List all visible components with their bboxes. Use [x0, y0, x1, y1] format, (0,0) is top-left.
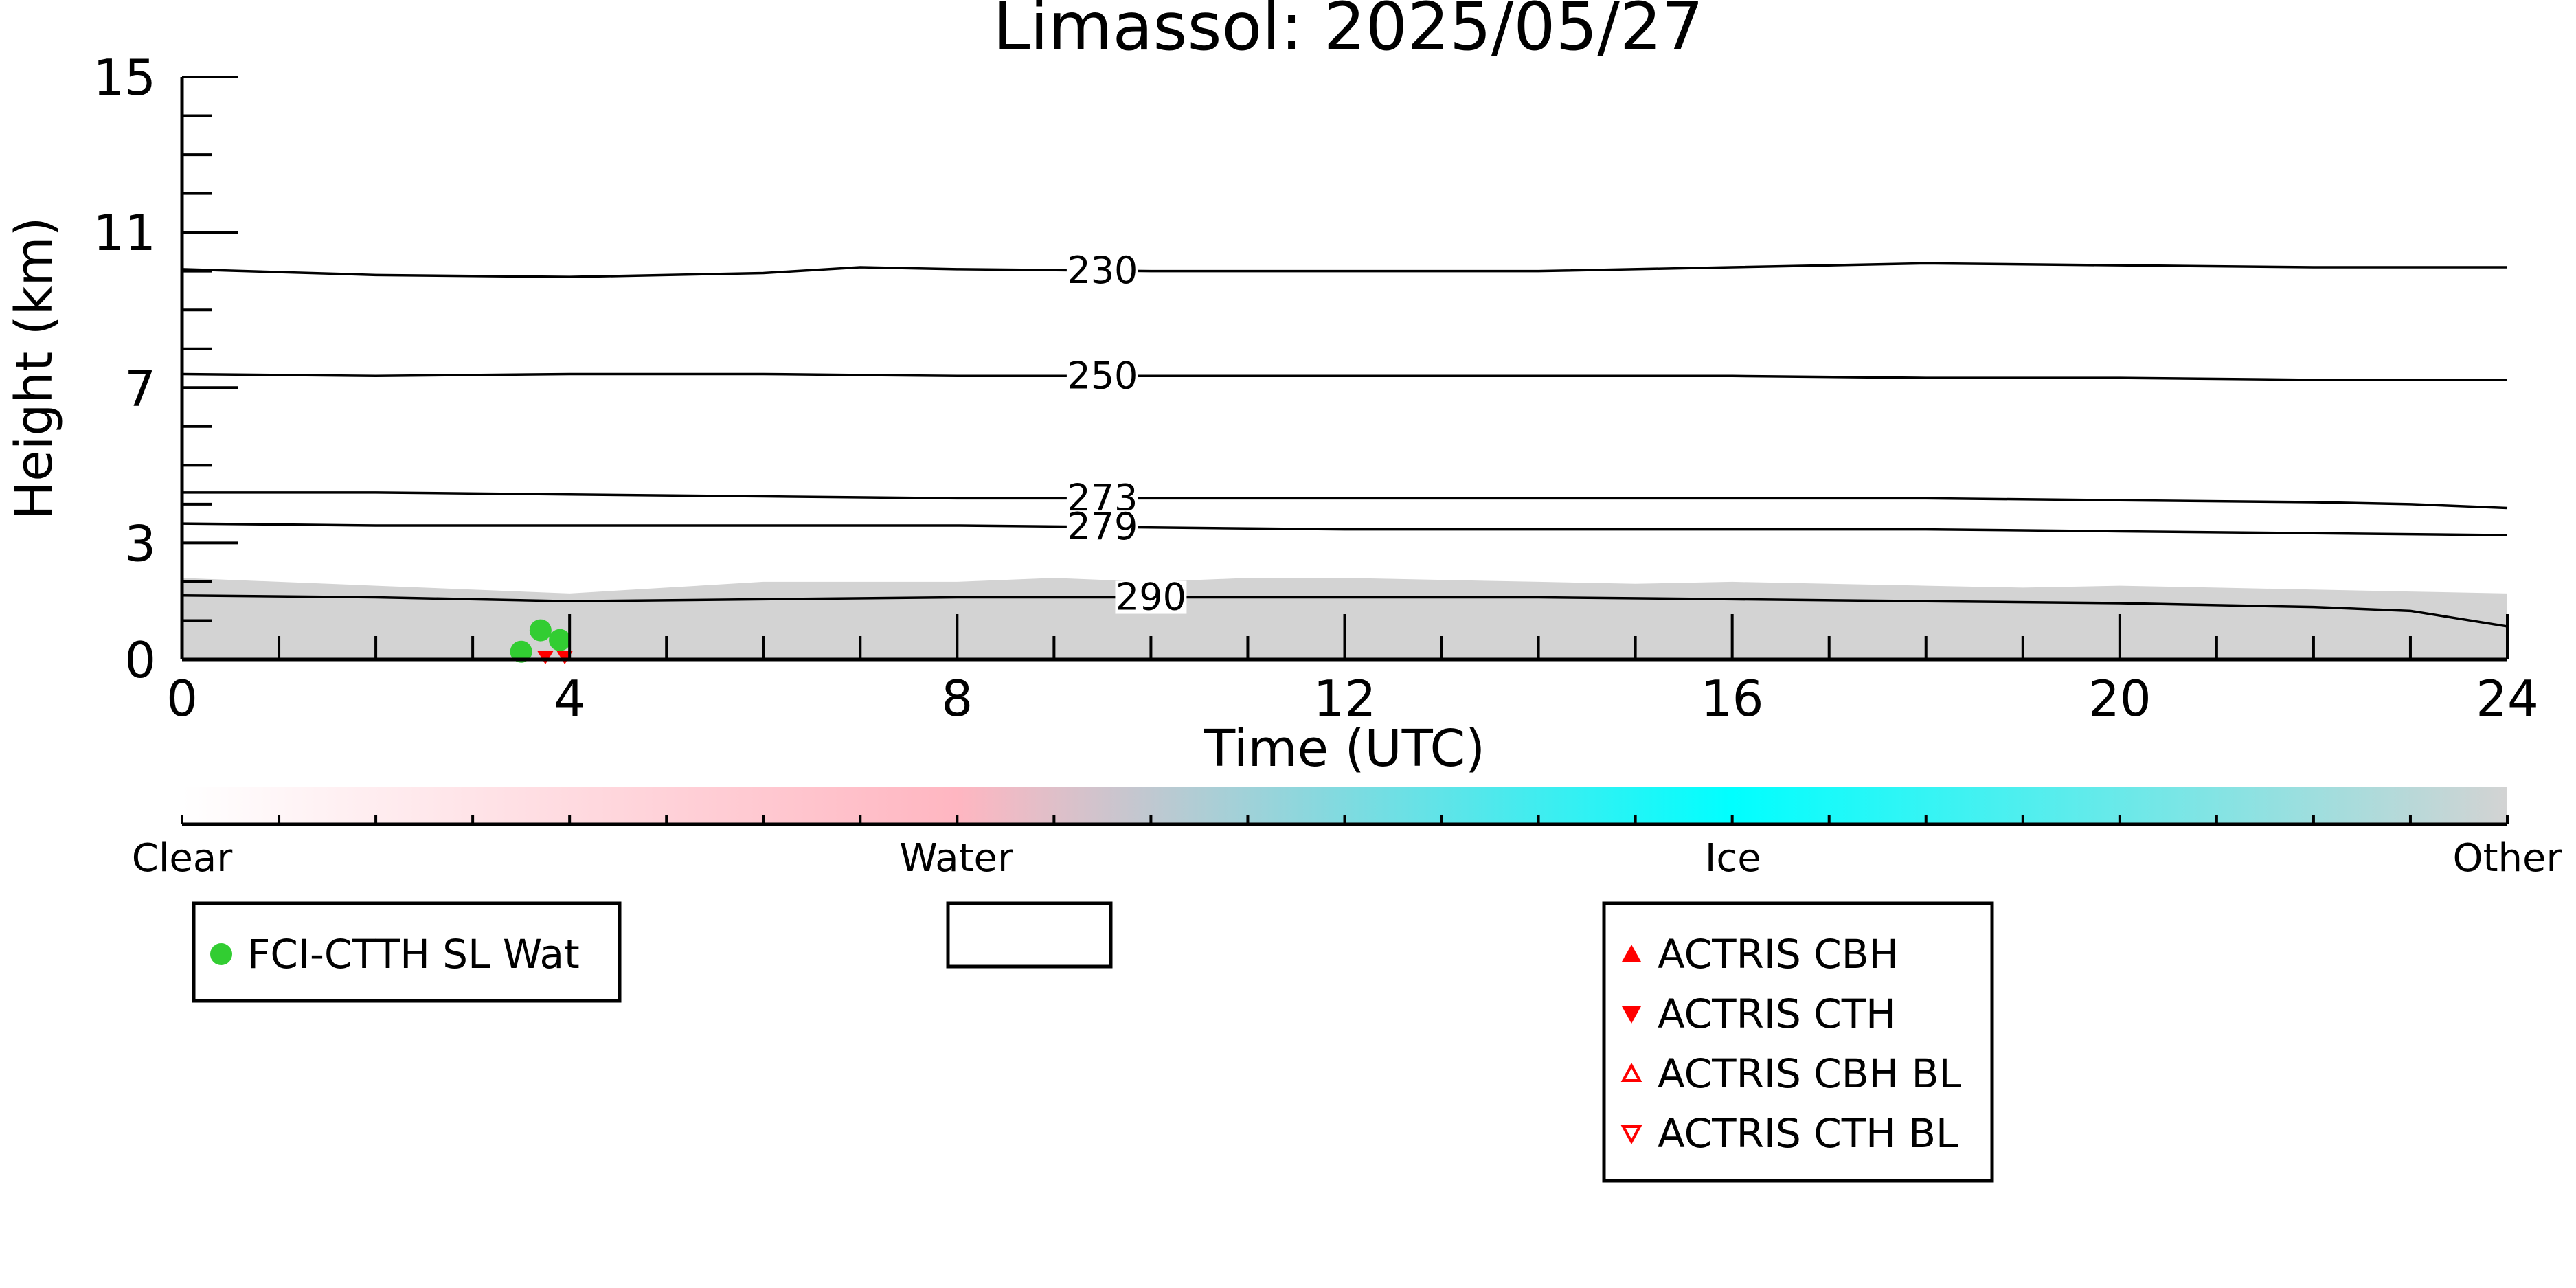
y-axis-label: Height (km) — [5, 217, 64, 520]
actris-cth-point — [536, 651, 554, 665]
contour-250 — [181, 372, 2507, 381]
legend-label: ACTRIS CBH — [1658, 931, 1899, 978]
contour-label: 230 — [1067, 249, 1138, 292]
colorbar-labels: Clear Water Ice Other — [132, 836, 2563, 881]
contour-label-bg — [1066, 482, 1138, 515]
data-markers — [510, 619, 574, 665]
legend-marker-triangle-up — [1622, 945, 1641, 962]
contour-label: 279 — [1067, 505, 1138, 548]
x-tick-label: 12 — [1313, 670, 1377, 727]
legends: FCI-CTTH SL Wat ACTRIS CBH ACTRIS CTH ACTRI… — [192, 901, 1994, 1183]
fci-ctth-sl-wat-point — [510, 640, 532, 663]
contour-230 — [181, 262, 2507, 278]
contour-label: 250 — [1067, 354, 1138, 397]
colorbar: Clear Water Ice Other — [132, 787, 2563, 881]
legend-marker-triangle-up-open — [1620, 1062, 1642, 1082]
y-tick-label: 3 — [124, 515, 156, 572]
x-axis-ticks: 0 4 8 12 16 20 24 — [166, 614, 2539, 727]
colorbar-label: Water — [899, 836, 1014, 881]
legend-marker-triangle-down-open — [1620, 1125, 1642, 1145]
legend-label: ACTRIS CTH — [1658, 991, 1896, 1037]
contour-290 — [181, 594, 2508, 628]
x-tick-label: 24 — [2476, 670, 2539, 727]
y-tick-label: 7 — [124, 359, 156, 417]
y-axis-ticks: 0 3 7 11 15 — [93, 49, 238, 689]
y-tick-label: 15 — [93, 49, 156, 106]
contour-279 — [181, 522, 2508, 536]
contour-label-bg — [1115, 580, 1187, 614]
x-tick-label: 16 — [1701, 670, 1764, 727]
contour-label: 290 — [1116, 576, 1186, 619]
fci-ctth-sl-wat-point — [529, 619, 552, 642]
y-tick-label: 0 — [124, 631, 156, 689]
x-axis-label: Time (UTC) — [1204, 719, 1485, 778]
legend-box — [946, 901, 1113, 969]
x-tick-label: 20 — [2088, 670, 2151, 727]
legend-label: ACTRIS CBH BL — [1658, 1050, 1961, 1097]
colorbar-ticks — [181, 815, 2509, 824]
colorbar-label: Ice — [1705, 836, 1761, 881]
legend-box — [1602, 901, 1994, 1183]
x-tick-label: 0 — [166, 670, 198, 727]
contour-label-bg — [1066, 510, 1138, 544]
x-tick-label: 8 — [941, 670, 973, 727]
legend-marker-triangle-down — [1622, 1006, 1641, 1024]
colorbar-label: Clear — [132, 836, 233, 881]
axes: 0 3 7 11 15 0 4 8 12 16 20 24 — [93, 49, 2538, 727]
fci-ctth-sl-wat-point — [549, 629, 572, 651]
contour-label-bg — [1066, 359, 1138, 393]
contour-label-bg — [1066, 253, 1138, 287]
legend-box — [192, 901, 622, 1003]
x-tick-label: 4 — [554, 670, 585, 727]
legend-marker-circle — [210, 943, 232, 965]
legend-label: FCI-CTTH SL Wat — [247, 931, 580, 978]
legend-label: ACTRIS CTH BL — [1658, 1110, 1958, 1157]
y-tick-label: 11 — [93, 204, 156, 262]
contour-273 — [182, 491, 2508, 510]
colorbar-label: Other — [2452, 836, 2562, 881]
chart-title: Limassol: 2025/05/27 — [993, 0, 1704, 65]
